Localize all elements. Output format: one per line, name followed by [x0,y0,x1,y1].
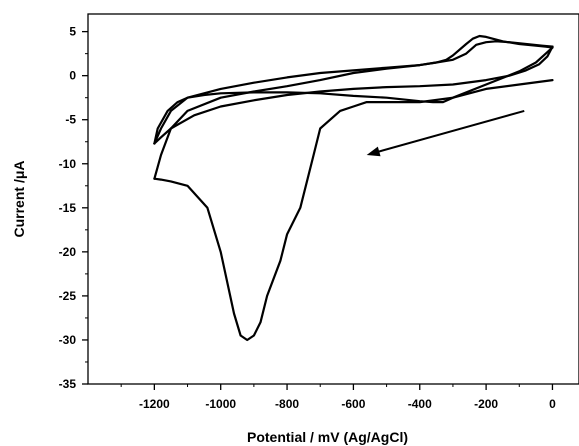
y-tick-label: 0 [69,69,76,83]
y-tick-label: -10 [59,157,77,171]
scan-direction-arrow-head [366,146,381,157]
series-layer [153,34,554,342]
y-tick-label: -5 [65,113,76,127]
x-tick-label: -600 [341,397,365,411]
y-tick-label: -30 [59,333,77,347]
y-tick-label: -25 [59,289,77,303]
cv-trace-segment-4 [153,40,554,145]
y-axis-title: Current /μA [11,160,27,237]
y-tick-label: -20 [59,245,77,259]
y-tick-label: -15 [59,201,77,215]
x-tick-label: -1000 [205,397,236,411]
y-tick-label: 5 [69,25,76,39]
annotation-layer [366,109,525,157]
x-tick-label: -800 [275,397,299,411]
x-axis-title: Potential / mV (Ag/AgCl) [247,429,408,445]
x-tick-label: -200 [474,397,498,411]
cv-trace-segment-5 [153,45,554,145]
plot-frame [87,13,579,385]
x-tick-label: 0 [549,397,556,411]
tick-layer: -1200 -1000 -800 -600 -400 -200 0 5 0 -5 -10 -15 -20… [59,25,556,411]
scan-direction-arrow-shaft [375,109,525,154]
y-tick-label: -35 [59,377,77,391]
x-tick-label: -1200 [139,397,170,411]
cv-trace-segment-1 [153,79,554,342]
x-tick-label: -400 [408,397,432,411]
cv-trace-segment-3 [153,46,554,145]
